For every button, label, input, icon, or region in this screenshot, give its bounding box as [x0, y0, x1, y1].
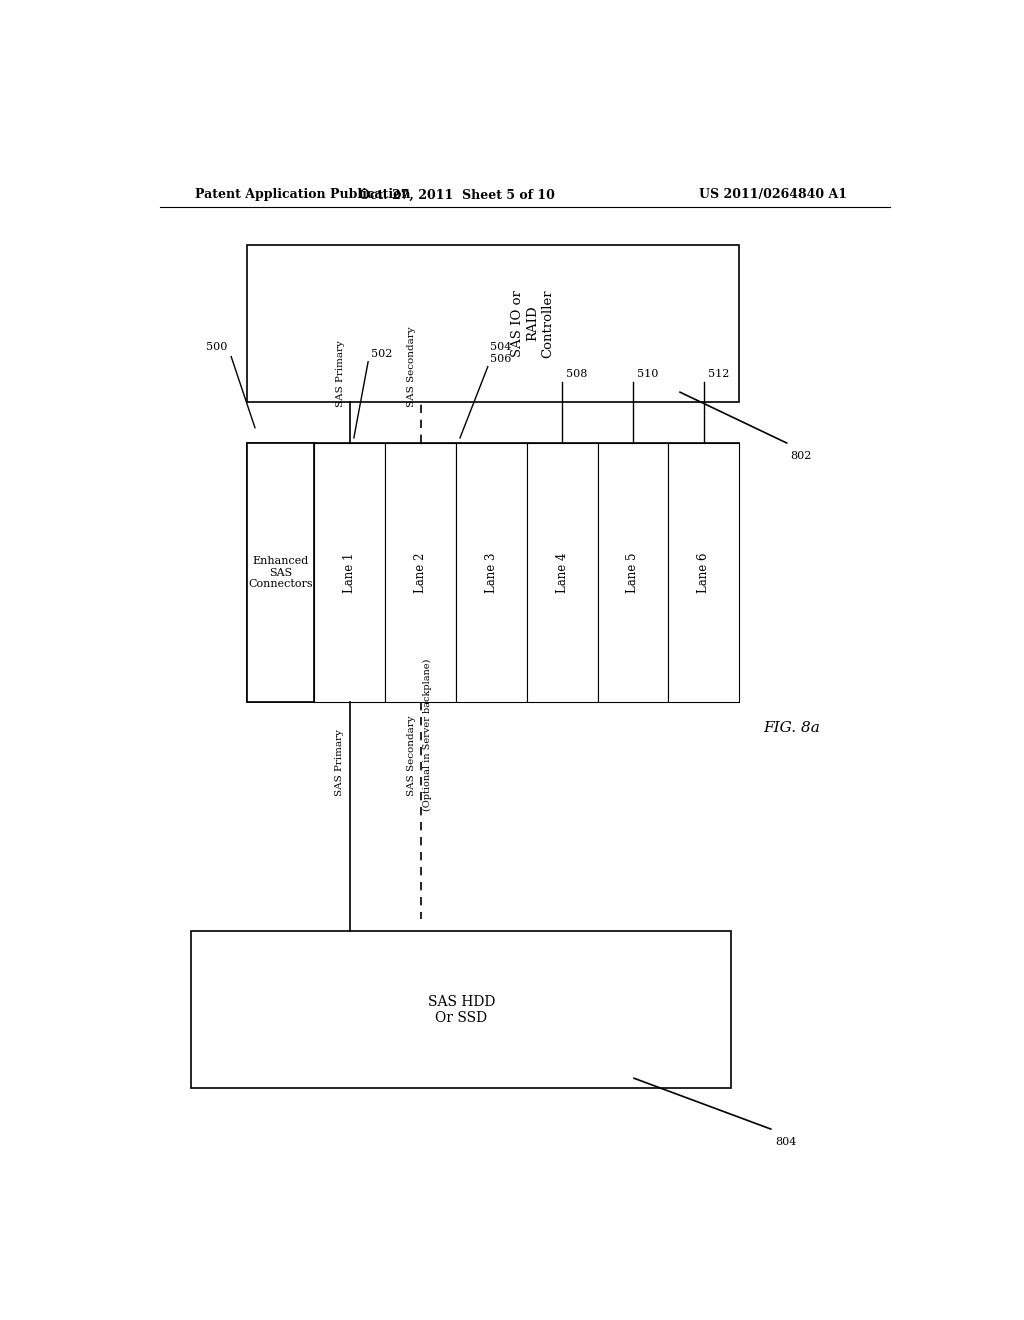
Text: Lane 4: Lane 4	[556, 552, 568, 593]
Text: Lane 5: Lane 5	[627, 552, 639, 593]
Text: 500: 500	[206, 342, 227, 351]
Text: SAS Primary: SAS Primary	[335, 730, 344, 796]
Bar	[314, 444, 385, 702]
Bar	[385, 444, 456, 702]
Text: US 2011/0264840 A1: US 2011/0264840 A1	[699, 189, 848, 202]
Bar	[669, 444, 739, 702]
Bar	[598, 444, 669, 702]
Text: Lane 1: Lane 1	[343, 552, 356, 593]
Bar	[526, 444, 598, 702]
Bar	[456, 444, 526, 702]
Text: SAS IO or
RAID
Controller: SAS IO or RAID Controller	[511, 289, 554, 358]
Text: SAS Secondary: SAS Secondary	[407, 715, 416, 796]
Text: 804: 804	[775, 1138, 796, 1147]
Text: 512: 512	[708, 370, 729, 379]
Bar	[247, 444, 314, 702]
Bar	[191, 931, 731, 1089]
Bar	[247, 444, 739, 702]
Text: (Optional in Server backplane): (Optional in Server backplane)	[423, 659, 431, 812]
Text: 504
506: 504 506	[490, 342, 512, 364]
Text: SAS HDD
Or SSD: SAS HDD Or SSD	[428, 994, 495, 1024]
Text: 802: 802	[791, 451, 812, 461]
Text: Lane 6: Lane 6	[697, 552, 711, 593]
Text: SAS Secondary: SAS Secondary	[407, 327, 416, 408]
Text: Patent Application Publication: Patent Application Publication	[196, 189, 411, 202]
Text: Lane 2: Lane 2	[414, 552, 427, 593]
Text: Lane 3: Lane 3	[485, 552, 498, 593]
Text: 508: 508	[566, 370, 588, 379]
Text: Enhanced
SAS
Connectors: Enhanced SAS Connectors	[249, 556, 313, 589]
Text: Oct. 27, 2011  Sheet 5 of 10: Oct. 27, 2011 Sheet 5 of 10	[359, 189, 555, 202]
Text: 510: 510	[637, 370, 658, 379]
Text: 502: 502	[372, 348, 392, 359]
Text: FIG. 8a: FIG. 8a	[763, 721, 820, 735]
Bar	[247, 244, 739, 403]
Text: SAS Primary: SAS Primary	[336, 341, 345, 408]
